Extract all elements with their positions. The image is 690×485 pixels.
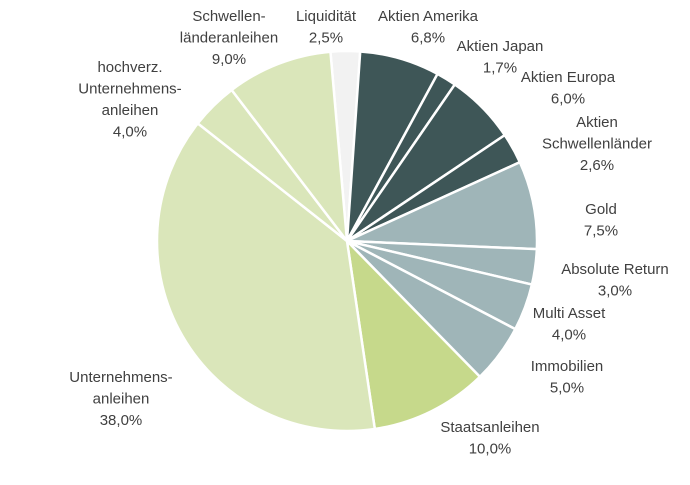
slice-label: Aktien Amerika [378, 8, 479, 25]
slice-label: hochverz. Unternehmens-anleihen [78, 59, 181, 119]
slice-label: Schwellen-länderanleihen [180, 8, 278, 47]
value-label: 4,0% [113, 123, 147, 140]
slice-label: Staatsanleihen [440, 419, 539, 436]
slice-label: Multi Asset [533, 305, 606, 322]
slice-label: Absolute Return [561, 261, 669, 278]
value-label: 6,0% [551, 90, 585, 107]
value-label: 2,6% [580, 157, 614, 174]
value-label: 7,5% [584, 222, 618, 239]
slice-label: Aktien Japan [457, 38, 544, 55]
slice-label: Unternehmens-anleihen [69, 369, 172, 408]
value-label: 3,0% [598, 282, 632, 299]
slice-label: Immobilien [531, 358, 604, 375]
value-label: 2,5% [309, 29, 343, 46]
value-label: 6,8% [411, 29, 445, 46]
pie-slice [345, 237, 482, 431]
value-label: 10,0% [469, 440, 512, 457]
slice-label: Gold [585, 201, 617, 218]
value-label: 5,0% [550, 379, 584, 396]
slice-label: Liquidität [296, 8, 357, 25]
slice-label: Aktien Schwellenländer [542, 114, 652, 153]
value-label: 38,0% [100, 412, 143, 429]
value-label: 1,7% [483, 59, 517, 76]
slice-label: Aktien Europa [521, 69, 616, 86]
value-label: 9,0% [212, 51, 246, 68]
pie-slice [155, 121, 377, 433]
value-label: 4,0% [552, 326, 586, 343]
pie-slice [229, 50, 349, 246]
